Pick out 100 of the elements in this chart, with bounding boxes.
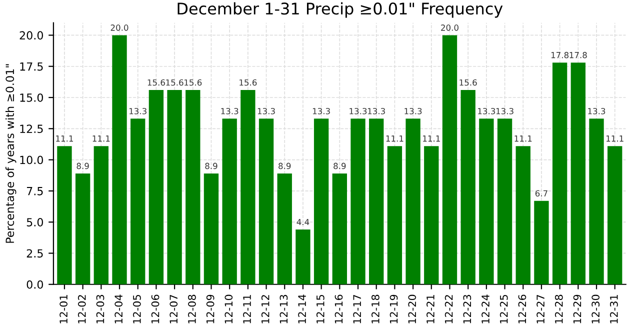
y-tick-label: 0.0 (26, 280, 44, 289)
data-label: 13.3 (588, 108, 606, 114)
data-label: 11.1 (606, 136, 624, 142)
data-label: 13.3 (258, 108, 275, 114)
bar (570, 62, 586, 284)
y-tick-label: 20.0 (20, 31, 44, 40)
data-label: 6.7 (535, 190, 548, 197)
y-axis-title: Percentage of years with ≥0.01" (5, 64, 16, 243)
data-label: 13.3 (368, 108, 385, 114)
x-tick-label: 12-16 (334, 294, 343, 324)
bar (75, 173, 90, 284)
y-tick-label: 10.0 (20, 156, 44, 164)
data-label: 13.3 (129, 108, 146, 114)
bar (186, 90, 200, 284)
x-tick-label: 12-23 (463, 294, 472, 324)
bar (258, 118, 274, 284)
bar (94, 146, 108, 284)
bar (314, 118, 329, 284)
bar (497, 118, 512, 284)
x-tick-label: 12-09 (206, 294, 214, 324)
bar (552, 62, 568, 284)
bar (534, 200, 549, 284)
y-tick-label: 12.5 (20, 124, 43, 134)
data-label: 13.3 (496, 108, 514, 114)
bar (240, 90, 256, 284)
bar (277, 173, 292, 284)
x-tick-label: 12-29 (573, 294, 582, 324)
x-tick-label: 12-18 (371, 294, 380, 324)
data-label: 17.8 (551, 52, 569, 58)
data-label: 11.1 (386, 136, 404, 142)
x-tick-label: 12-17 (353, 294, 361, 324)
data-label: 20.0 (110, 24, 128, 31)
x-tick-label: 12-06 (151, 294, 160, 324)
data-label: 15.6 (460, 79, 477, 86)
x-tick-label: 12-15 (316, 295, 324, 324)
x-tick-label: 12-21 (426, 295, 434, 324)
data-label: 13.3 (478, 108, 496, 114)
x-tick-label: 12-07 (170, 294, 178, 324)
bar (589, 118, 604, 284)
x-tick-label: 12-12 (261, 295, 270, 324)
bar (332, 173, 347, 284)
bar (204, 173, 219, 284)
bar (167, 90, 182, 284)
x-tick-label: 12-28 (554, 294, 563, 324)
x-tick-label: 12-30 (592, 294, 600, 324)
x-tick-label: 12-27 (536, 294, 544, 324)
chart-title: December 1-31 Precip ≥0.01" Frequency (178, 2, 503, 18)
x-tick-label: 12-20 (408, 294, 416, 324)
bar (406, 118, 420, 284)
data-label: 11.1 (423, 136, 440, 142)
x-tick-label: 12-02 (78, 295, 86, 324)
bar (112, 35, 127, 284)
bar (369, 118, 384, 284)
x-tick-label: 12-03 (96, 294, 104, 324)
x-tick-label: 12-31 (610, 295, 618, 324)
y-tick-label: 2.5 (26, 249, 43, 258)
bar (57, 146, 72, 284)
x-tick-label: 12-19 (390, 294, 398, 324)
bar (608, 146, 622, 284)
x-tick-label: 12-10 (224, 294, 233, 324)
data-label: 15.6 (240, 79, 257, 86)
y-tick-label: 7.5 (26, 187, 43, 196)
y-tick-label: 5.0 (26, 218, 44, 226)
bar (350, 118, 366, 284)
data-label: 15.6 (148, 79, 165, 86)
data-label: 8.9 (205, 162, 218, 170)
bar (296, 230, 310, 284)
data-label: 11.1 (56, 136, 73, 142)
data-label: 8.9 (76, 162, 89, 170)
data-label: 20.0 (441, 24, 458, 31)
data-label: 17.8 (570, 52, 587, 58)
x-tick-label: 12-24 (482, 294, 490, 324)
x-tick-label: 12-05 (133, 295, 141, 324)
x-tick-label: 12-01 (60, 295, 68, 324)
x-tick-label: 12-13 (280, 294, 288, 324)
data-label: 11.1 (514, 136, 532, 142)
data-label: 13.3 (404, 108, 422, 114)
data-label: 8.9 (278, 162, 291, 170)
x-tick-label: 12-25 (500, 295, 508, 324)
bar (479, 118, 494, 284)
x-tick-label: 12-22 (444, 295, 453, 324)
bar (148, 90, 164, 284)
data-label: 13.3 (312, 108, 330, 114)
bar (516, 146, 530, 284)
x-tick-label: 12-11 (243, 295, 251, 324)
y-tick-label: 15.0 (20, 93, 44, 102)
data-label: 11.1 (92, 136, 110, 142)
bar (460, 90, 476, 284)
x-tick-label: 12-08 (188, 294, 196, 324)
x-tick-label: 12-26 (518, 294, 526, 324)
bar (442, 35, 458, 284)
data-label: 15.6 (184, 79, 202, 86)
data-label: 15.6 (166, 79, 184, 86)
data-label: 8.9 (334, 162, 346, 170)
bar (130, 118, 146, 284)
data-label: 13.3 (350, 108, 367, 114)
y-tick-label: 17.5 (20, 62, 43, 71)
data-label: 4.4 (296, 218, 310, 226)
x-tick-label: 12-14 (298, 294, 306, 324)
bar (222, 118, 237, 284)
